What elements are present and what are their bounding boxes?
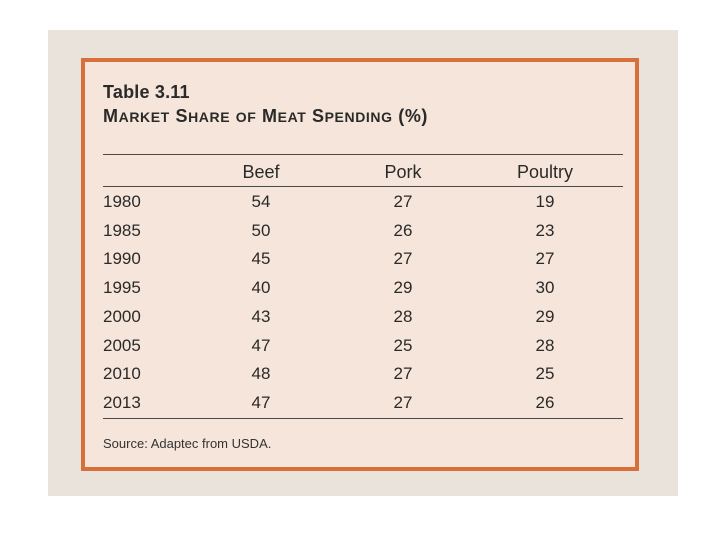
poultry-cell: 28: [535, 335, 555, 355]
top-rule: [103, 154, 623, 155]
table-number: Table 3.11: [103, 82, 190, 102]
bottom-rule: [103, 418, 623, 419]
beef-cell: 47: [251, 392, 271, 412]
pork-cell: 27: [393, 392, 413, 412]
beef-cell: 47: [251, 335, 271, 355]
year-cell: 1985: [103, 220, 141, 240]
year-cell: 2000: [103, 306, 141, 326]
table-row: 2010 48 27 25: [85, 364, 635, 392]
year-cell: 1980: [103, 192, 141, 211]
table-row: 1995 40 29 30: [85, 278, 635, 306]
source-note: Source: Adaptec from USDA.: [103, 436, 272, 451]
pork-cell: 25: [393, 335, 413, 355]
header-rule: [103, 186, 623, 187]
pork-cell: 28: [393, 306, 413, 326]
table-card: Table 3.11 MARKET SHARE OF MEAT SPENDING…: [81, 58, 639, 471]
poultry-cell: 27: [535, 249, 555, 269]
year-cell: 2013: [103, 392, 141, 412]
pork-cell: 27: [393, 249, 413, 269]
pork-cell: 26: [393, 220, 413, 240]
pork-cell: 27: [393, 364, 413, 384]
poultry-cell: 23: [535, 220, 555, 240]
year-cell: 1995: [103, 278, 141, 298]
table-row: 1985 50 26 23: [85, 221, 635, 249]
pork-cell: 27: [393, 192, 413, 211]
poultry-cell: 25: [535, 364, 555, 384]
table-title: MARKET SHARE OF MEAT SPENDING (%): [103, 106, 428, 127]
year-cell: 1990: [103, 249, 141, 269]
pork-cell: 29: [393, 278, 413, 298]
table-row: 1990 45 27 27: [85, 249, 635, 277]
title-word: SHARE: [175, 106, 231, 126]
title-word: MARKET: [103, 106, 170, 126]
beef-cell: 45: [251, 249, 271, 269]
column-header-pork: Pork: [384, 162, 422, 182]
beef-cell: 50: [251, 220, 271, 240]
table-row: 2013 47 27 26: [85, 393, 635, 421]
column-header-poultry: Poultry: [516, 162, 574, 182]
poultry-cell: 29: [535, 306, 555, 326]
beef-cell: 43: [251, 306, 271, 326]
title-word: SPENDING: [312, 106, 393, 126]
poultry-cell: 26: [535, 392, 555, 412]
beef-cell: 40: [251, 278, 271, 298]
title-word: OF: [235, 109, 257, 125]
title-word: (%): [398, 106, 429, 126]
table-row: 1980 54 27 19: [85, 192, 635, 220]
title-word: MEAT: [262, 106, 307, 126]
poultry-cell: 19: [535, 192, 555, 211]
table-row: 2000 43 28 29: [85, 307, 635, 335]
beef-cell: 54: [251, 192, 271, 211]
poultry-cell: 30: [535, 278, 555, 298]
beef-cell: 48: [251, 364, 271, 384]
year-cell: 2010: [103, 364, 141, 384]
table-row: 2005 47 25 28: [85, 336, 635, 364]
column-header-beef: Beef: [242, 162, 280, 182]
year-cell: 2005: [103, 335, 141, 355]
